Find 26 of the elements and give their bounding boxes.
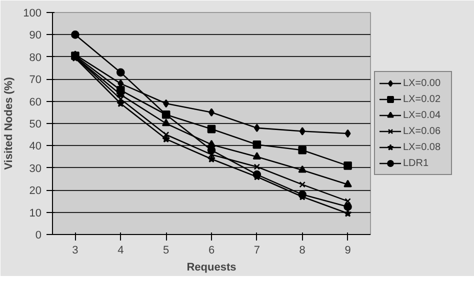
legend-label: LX=0.02 [403,93,442,105]
y-axis-title: Visited Nodes (%) [3,76,16,170]
x-tick-label: 7 [254,244,260,256]
y-tick-label: 70 [29,74,42,86]
y-tick-label: 90 [29,30,42,42]
y-tick-label: 0 [35,230,42,242]
y-tick-label: 40 [29,140,42,153]
legend-label: LX=0.00 [403,77,442,89]
x-tick-label: 6 [208,244,215,256]
x-tick-label: 8 [299,244,306,256]
y-tick-label: 50 [29,118,42,130]
x-axis-title: Requests [186,262,236,274]
x-tick-label: 5 [163,244,170,256]
legend-label: LX=0.04 [403,109,442,121]
x-tick-label: 9 [344,244,351,256]
y-tick-label: 60 [29,96,42,108]
x-tick-label: 4 [118,244,124,256]
y-tick-label: 20 [29,185,42,198]
y-tick-label: 100 [23,8,42,20]
x-tick-label: 3 [72,244,78,256]
y-tick-label: 80 [29,52,42,64]
legend-label: LX=0.06 [403,125,442,137]
y-tick-label: 30 [29,162,42,175]
legend-label: LX=0.08 [403,141,442,153]
y-tick-label: 10 [29,207,42,220]
legend-label: LDR1 [403,157,430,169]
